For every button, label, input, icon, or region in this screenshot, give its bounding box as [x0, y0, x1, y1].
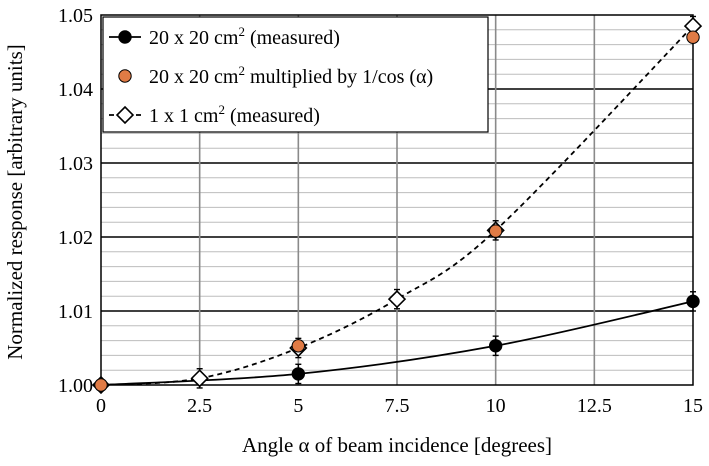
data-point-series-1: [94, 378, 108, 392]
y-tick-label: 1.03: [58, 153, 93, 175]
x-axis-label: Angle α of beam incidence [degrees]: [242, 433, 552, 457]
tick-labels: 1.00 1.01 1.02 1.03 1.04 1.05 0 2.5 5 7.5 10 12.5 15: [58, 5, 703, 417]
y-tick-label: 1.02: [58, 227, 93, 249]
data-point-series-2: [190, 369, 209, 388]
data-point-series-0: [488, 339, 503, 353]
legend-marker-0: [118, 30, 132, 44]
x-tick-label: 2.5: [187, 395, 212, 417]
x-tick-label: 10: [486, 395, 506, 417]
legend-label-0: 20 x 20 cm2 (measured): [149, 24, 340, 49]
data-point-series-1: [686, 30, 700, 44]
legend: 20 x 20 cm2 (measured) 20 x 20 cm2 multip…: [102, 16, 489, 133]
data-point-series-2: [387, 290, 407, 309]
y-axis-label: Normalized response [arbitrary units]: [3, 44, 27, 359]
y-tick-label: 1.01: [58, 301, 93, 323]
y-tick-label: 1.05: [58, 5, 93, 27]
x-tick-label: 7.5: [385, 395, 410, 417]
data-point-series-0: [291, 367, 306, 381]
legend-marker-2: [115, 105, 135, 125]
x-tick-label: 15: [683, 395, 703, 417]
series-lines: [100, 25, 694, 386]
series-line-2: [100, 25, 694, 386]
legend-box: [102, 16, 489, 133]
y-tick-label: 1.00: [58, 375, 93, 397]
data-point-series-1: [488, 224, 503, 238]
legend-marker-1: [118, 69, 132, 83]
x-tick-label: 12.5: [577, 395, 612, 417]
data-markers: [91, 16, 703, 395]
legend-label-2: 1 x 1 cm2 (measured): [149, 102, 320, 127]
data-point-series-1: [291, 339, 306, 353]
x-tick-label: 5: [293, 395, 303, 417]
plot-frame: [100, 14, 694, 386]
series-line-0: [100, 300, 694, 386]
data-point-series-0: [686, 294, 700, 309]
y-tick-label: 1.04: [58, 79, 93, 101]
x-tick-label: 0: [96, 395, 106, 417]
legend-label-1: 20 x 20 cm2 multiplied by 1/cos (α): [149, 63, 433, 88]
